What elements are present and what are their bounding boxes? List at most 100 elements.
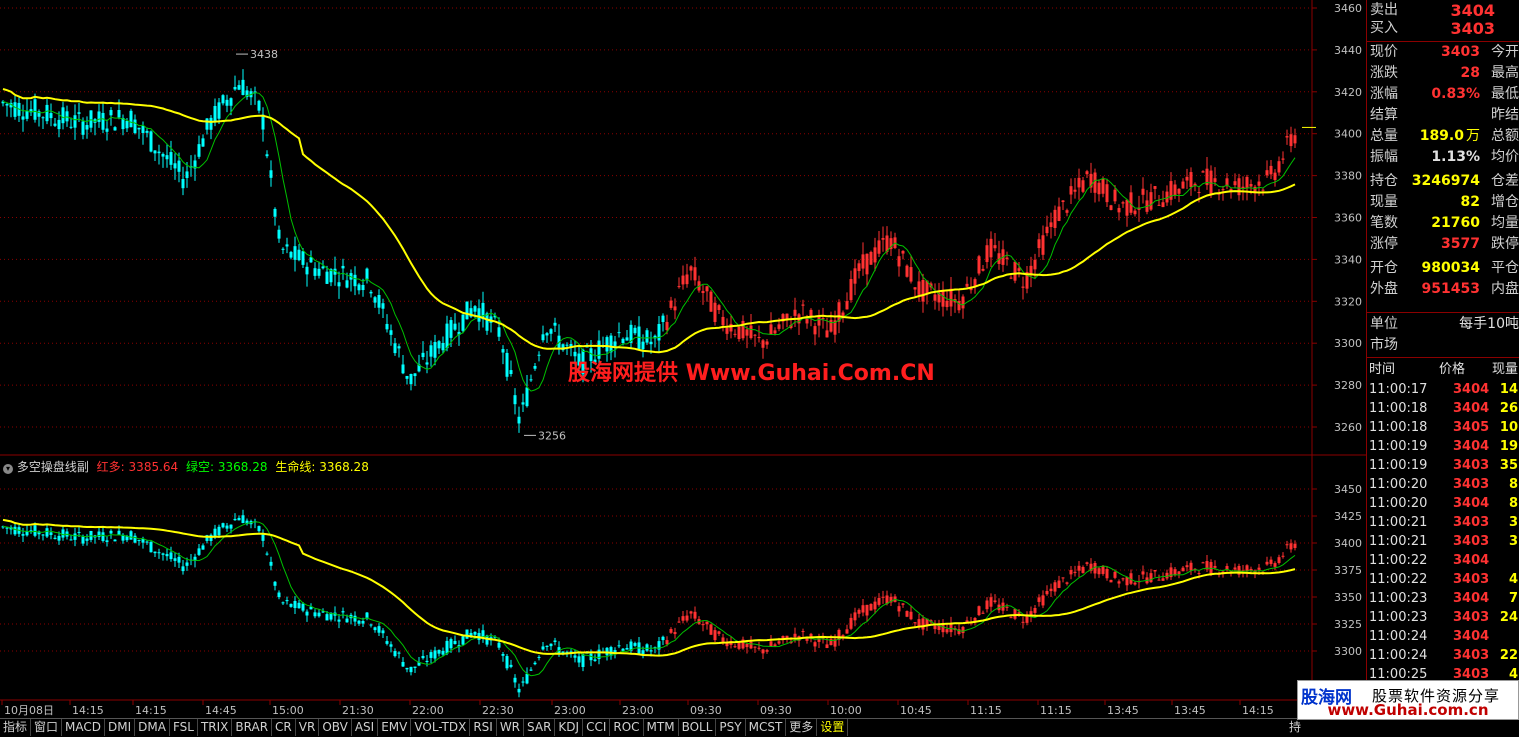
candle-body [793,309,797,316]
buy-label: 买入 [1370,20,1398,36]
indicator-life-label: 生命线: [275,460,316,474]
tick-price: 3404 [1453,629,1490,644]
tick-row[interactable]: 11:00:21 3403 3 [1367,532,1519,551]
candle-body [541,334,545,341]
candle-body [321,611,325,613]
toolbar-tab[interactable]: 更多 [786,719,818,736]
candle-body [481,302,485,320]
candle-body [13,526,17,535]
candle-body [409,373,413,385]
candle-body [1097,182,1101,195]
tick-row[interactable]: 11:00:19 3403 35 [1367,456,1519,475]
toolbar-tab[interactable]: CCI [583,719,611,736]
toolbar-tab[interactable]: MCST [746,719,787,736]
candle-body [633,327,637,334]
tick-row[interactable]: 11:00:23 3403 24 [1367,608,1519,627]
toolbar-tab[interactable]: PSY [716,719,746,736]
candle-body [513,395,517,405]
candle-body [669,629,673,633]
candle-body [705,621,709,625]
toolbar-tab[interactable]: RSI [470,719,497,736]
candle-body [285,244,289,247]
toolbar-tab[interactable]: FSL [170,719,198,736]
toolbar-tab[interactable]: VOL-TDX [411,719,471,736]
candle-body [577,353,581,366]
tick-row[interactable]: 11:00:21 3403 3 [1367,513,1519,532]
toolbar-tab[interactable]: OBV [319,719,352,736]
tick-row[interactable]: 11:00:20 3403 8 [1367,475,1519,494]
candle-body [305,611,309,616]
toolbar-tab[interactable]: SAR [524,719,556,736]
candle-body [1105,184,1109,203]
indicator-name[interactable]: 多空操盘线副 [16,460,89,474]
candle-body [1285,136,1289,138]
tick-row[interactable]: 11:00:24 3404 [1367,627,1519,646]
candle-body [925,280,929,294]
candle-body [977,256,981,274]
tick-row[interactable]: 11:00:23 3404 7 [1367,589,1519,608]
candle-body [749,325,753,339]
toolbar-tab[interactable]: MACD [62,719,106,736]
candle-body [1221,189,1225,191]
candle-body [961,296,965,309]
candle-body [1081,180,1085,192]
toolbar-tab[interactable]: WR [497,719,525,736]
candle-body [529,379,533,381]
tick-volume: 8 [1508,496,1518,511]
tick-row[interactable]: 11:00:17 3404 14 [1367,380,1519,399]
toolbar-tab[interactable]: BOLL [679,719,717,736]
toolbar-tab[interactable]: MTM [644,719,679,736]
tick-row[interactable]: 11:00:19 3404 19 [1367,437,1519,456]
candle-body [1125,199,1129,216]
tick-row[interactable]: 11:00:24 3403 22 [1367,646,1519,665]
toolbar-tab[interactable]: KDJ [555,719,584,736]
tick-row[interactable]: 11:00:18 3404 26 [1367,399,1519,418]
toolbar-tab[interactable]: BRAR [232,719,273,736]
x-tick-label: 10:00 [830,704,862,717]
candle-body [341,611,345,613]
toolbar-tab[interactable]: TRIX [198,719,233,736]
candle-body [397,652,401,654]
toolbar-tab[interactable]: 设置 [817,719,849,736]
tick-time: 11:00:19 [1369,458,1428,473]
toolbar-tab[interactable]: 窗口 [31,719,63,736]
tick-time: 11:00:18 [1369,401,1428,416]
toolbar-tab[interactable]: DMI [105,719,136,736]
toolbar-tab[interactable]: DMA [135,719,170,736]
kline-chart-area[interactable]: 3460 3440 3420 3400 3380 3360 3340 3320 3300 3280… [0,0,1366,718]
tick-time: 11:00:22 [1369,572,1428,587]
indicator-toolbar: 指标 窗口 MACD DMI DMA FSL TRIX BRAR CR VR OBV ASI EMV VO… [0,718,1519,737]
candle-body [49,532,53,535]
tick-row[interactable]: 11:00:18 3405 10 [1367,418,1519,437]
candle-body [569,344,573,349]
tick-price: 3404 [1453,439,1490,454]
candle-body [109,530,113,534]
toolbar-tab[interactable]: 指标 [0,719,32,736]
candle-body [845,301,849,310]
candle-body [69,126,73,128]
tick-row[interactable]: 11:00:22 3404 [1367,551,1519,570]
candle-body [133,119,137,134]
tick-row[interactable]: 11:00:20 3404 8 [1367,494,1519,513]
candle-body [429,652,433,658]
candle-body [1097,568,1101,575]
tick-row[interactable]: 11:00:22 3403 4 [1367,570,1519,589]
candle-body [941,624,945,633]
toolbar-tab[interactable]: EMV [378,719,412,736]
tick-time: 11:00:20 [1369,477,1428,492]
candle-body [1289,134,1293,147]
toolbar-tab[interactable]: VR [296,719,320,736]
tick-row[interactable]: 11:00:25 3403 4 [1367,665,1519,684]
candle-body [709,291,713,312]
candle-body [97,111,101,122]
candle-body [1021,621,1025,623]
candle-body [153,551,157,554]
kline-chart-svg[interactable]: 3460 3440 3420 3400 3380 3360 3340 3320 3300 3280… [0,0,1366,718]
toolbar-tab[interactable]: CR [272,719,296,736]
candle-body [573,351,577,357]
toolbar-tab[interactable]: ROC [610,719,644,736]
tick-price: 3403 [1453,534,1490,549]
candle-body [897,256,901,267]
toolbar-tab[interactable]: ASI [352,719,379,736]
indicator-collapse-icon[interactable]: ▾ [3,464,13,474]
